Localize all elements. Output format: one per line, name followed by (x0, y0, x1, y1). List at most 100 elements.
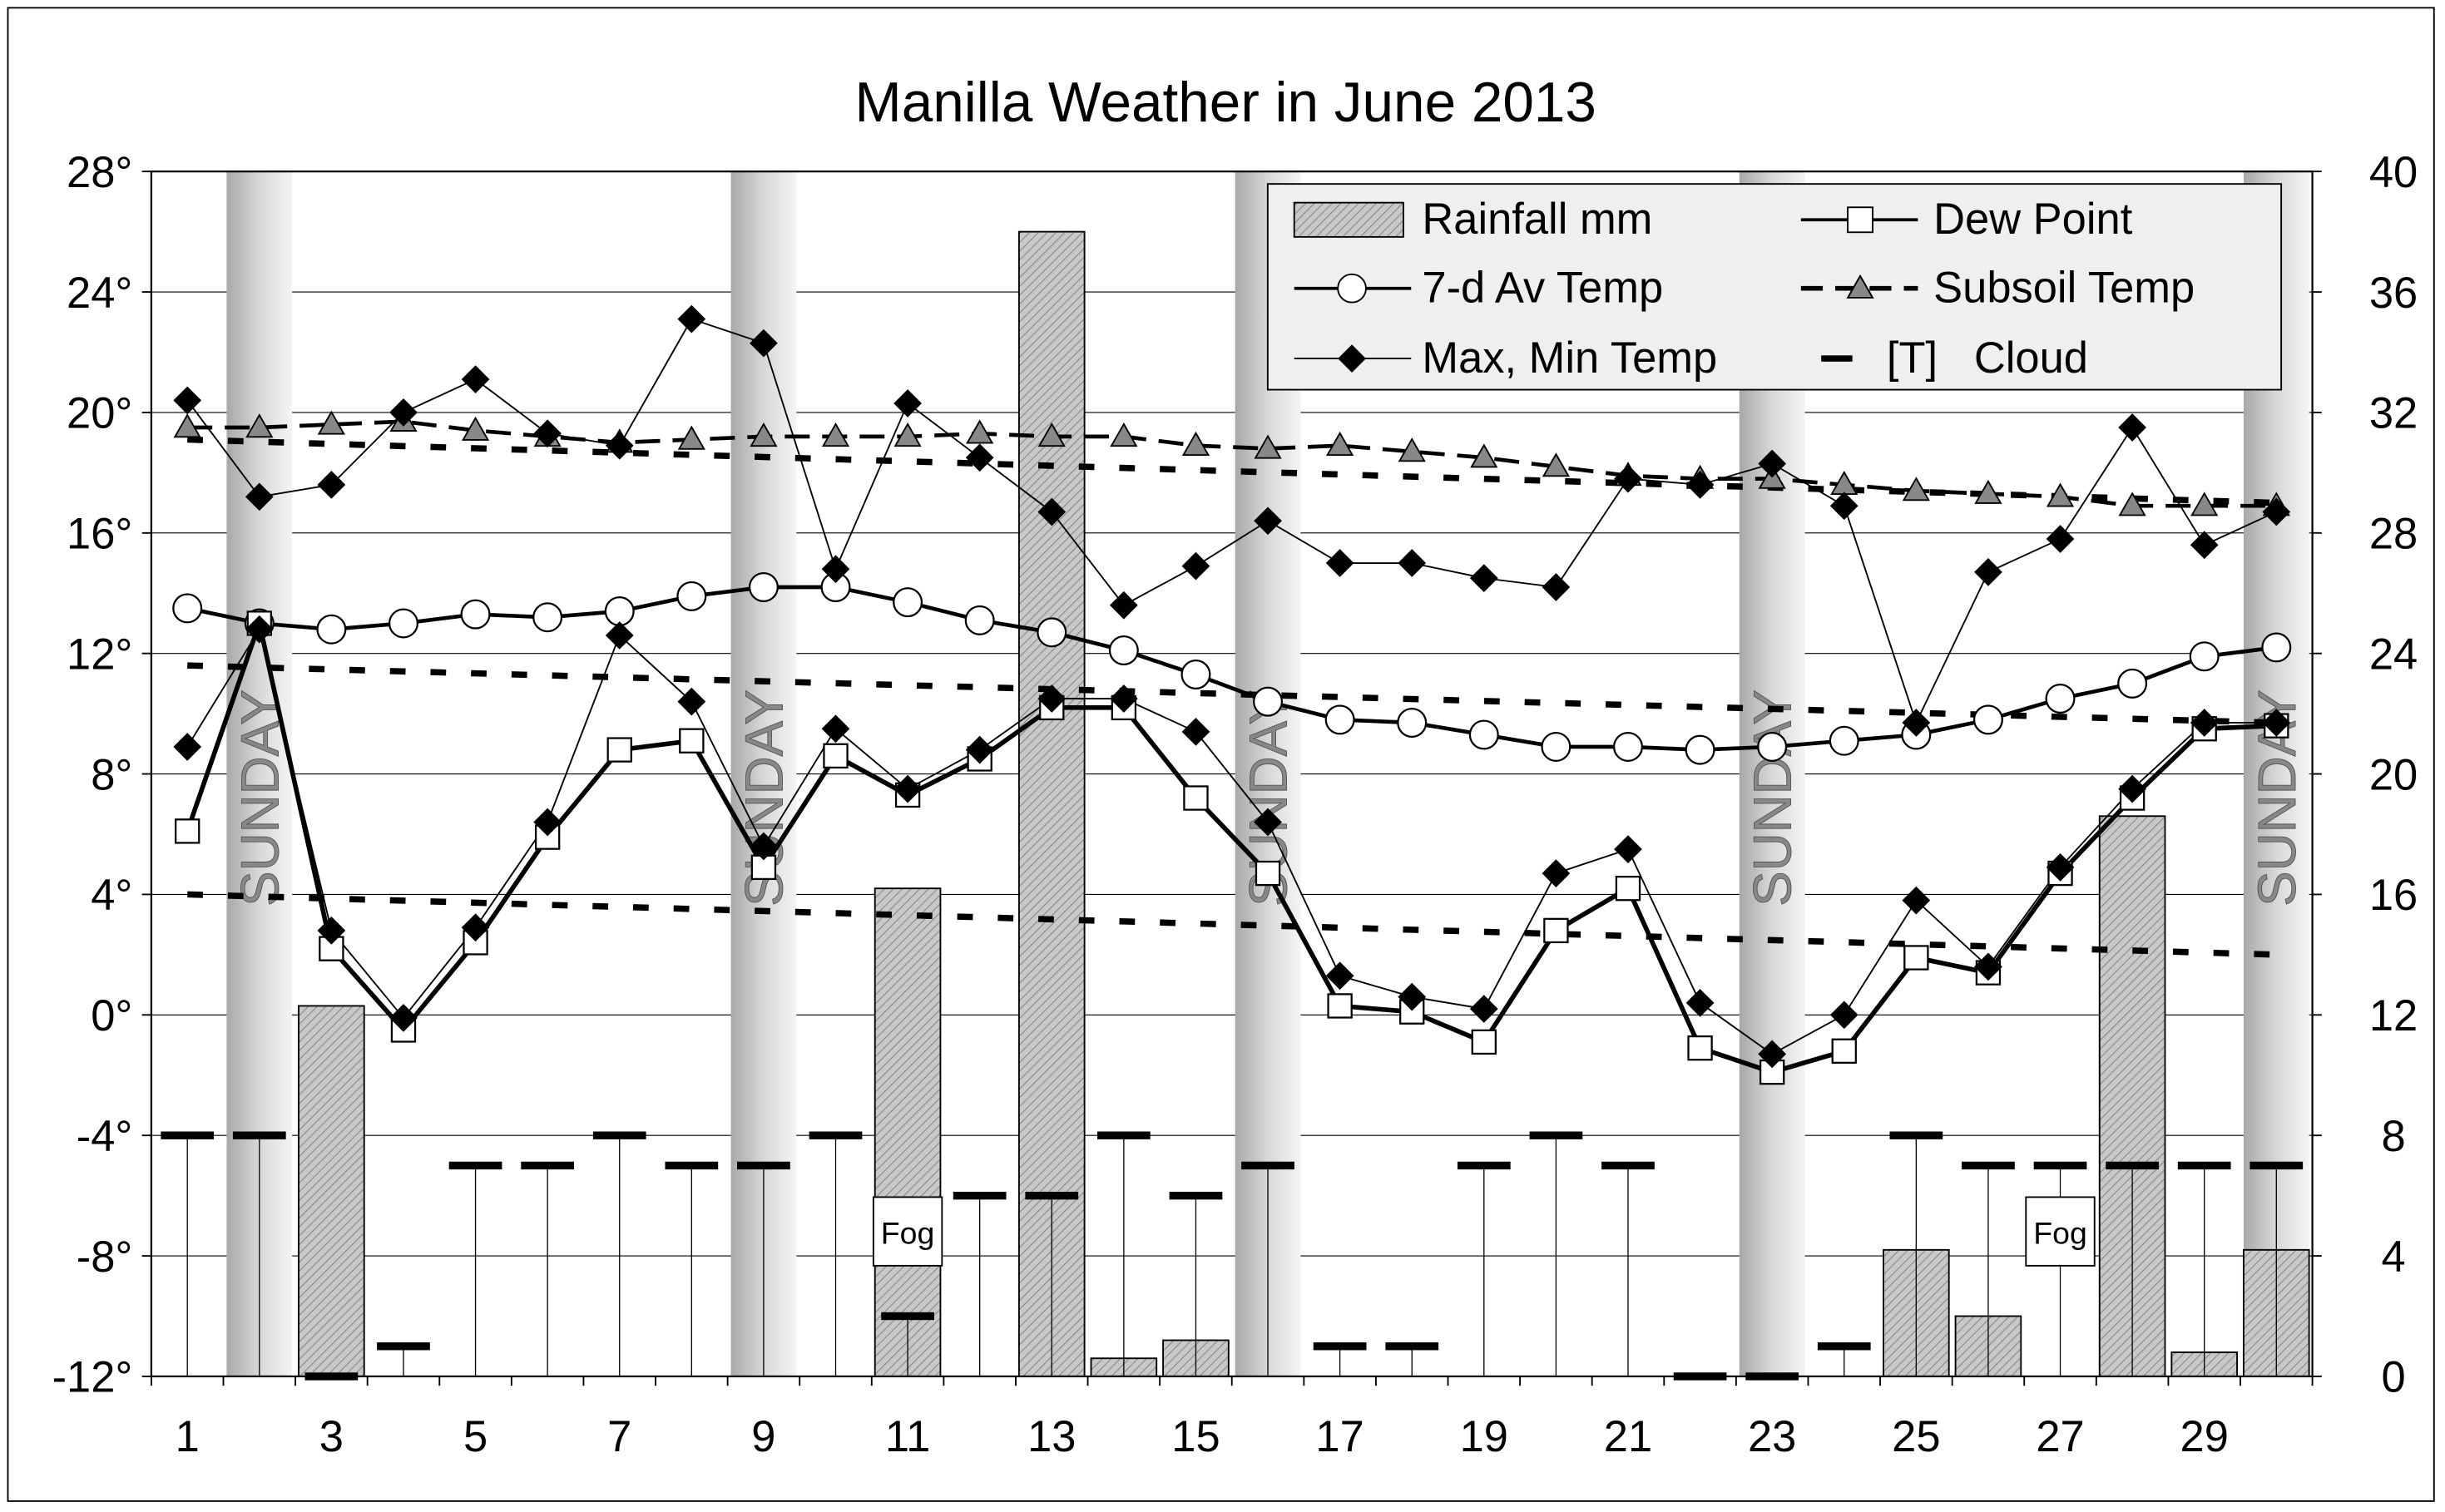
cloud-marker (377, 1342, 430, 1351)
max-temp-point (245, 482, 274, 511)
min-temp-point (317, 917, 346, 945)
y-right-tick-label: 24 (2369, 630, 2418, 679)
max-temp-point (1614, 464, 1642, 493)
sunday-label: SUNDAY (1743, 689, 1803, 907)
cloud-marker (1385, 1342, 1439, 1351)
avg7-point (532, 602, 563, 633)
dewpoint-point (1399, 999, 1425, 1025)
x-tick-label: 5 (463, 1413, 488, 1461)
min-temp-point (1542, 859, 1571, 887)
cloud-marker (1169, 1191, 1223, 1200)
min-temp-point (677, 687, 706, 716)
cloud-marker (1529, 1131, 1583, 1139)
cloud-marker (2033, 1161, 2087, 1170)
max-temp-point (1254, 506, 1282, 536)
cloud-marker (2249, 1161, 2304, 1170)
legend-rainfall-swatch (1293, 201, 1404, 238)
subsoil-point (677, 425, 705, 450)
x-tick-label: 29 (2180, 1413, 2229, 1461)
y-right-tick-label: 12 (2369, 992, 2418, 1040)
x-tick-label: 17 (1315, 1413, 1364, 1461)
y-right-tick-label: 8 (2381, 1113, 2405, 1161)
x-tick-label: 11 (885, 1413, 930, 1461)
min-temp-point (1254, 808, 1282, 837)
cloud-marker (592, 1131, 646, 1139)
subsoil-point (2190, 492, 2219, 516)
x-tick-label: 23 (1748, 1413, 1796, 1461)
min-temp-point (2190, 709, 2219, 737)
cloud-marker (1025, 1191, 1079, 1200)
legend-7d-avg: 7-d Av Temp (1422, 264, 1663, 313)
subsoil-point (317, 410, 345, 435)
y-left-tick-label: 0° (91, 992, 132, 1040)
fog-label: Fog (881, 1216, 935, 1251)
dewpoint-point (1903, 945, 1929, 971)
dewpoint-point (679, 728, 705, 754)
y-left-tick-label: 24° (67, 269, 132, 318)
cloud-marker (737, 1161, 790, 1170)
legend-max-min: Max, Min Temp (1422, 334, 1717, 383)
y-left-tick-label: -4° (77, 1113, 133, 1161)
avg7-point (172, 593, 203, 624)
avg7-point (1037, 617, 1067, 648)
max-temp-point (821, 555, 850, 584)
max-temp-point (1542, 573, 1571, 601)
max-temp-point (1829, 492, 1858, 521)
x-tick-label: 13 (1027, 1413, 1076, 1461)
y-right-tick-label: 20 (2369, 751, 2418, 799)
x-tick-label: 9 (751, 1413, 775, 1461)
dewpoint-point (1327, 993, 1353, 1019)
y-right-tick-label: 16 (2369, 872, 2418, 920)
rainfall-bar (1017, 230, 1086, 1377)
y-right-tick-label: 32 (2369, 390, 2418, 438)
subsoil-point (1902, 477, 1930, 502)
avg7-point (1324, 704, 1355, 735)
cloud-marker (809, 1131, 863, 1139)
legend-cloud-marker (1821, 355, 1853, 362)
avg7-point (388, 608, 418, 639)
avg7-point (2189, 641, 2220, 672)
cloud-marker (448, 1161, 502, 1170)
avg7-point (893, 587, 923, 618)
legend-avg-marker (1337, 273, 1367, 304)
subsoil-point (750, 422, 778, 447)
avg7-point (604, 595, 635, 626)
cloud-marker (1313, 1342, 1367, 1351)
max-temp-point (533, 419, 562, 448)
cloud-marker (521, 1161, 575, 1170)
avg7-point (2117, 668, 2148, 699)
y-left-tick-label: 16° (67, 511, 132, 559)
fog-box (2025, 1196, 2096, 1267)
subsoil-point (1326, 431, 1354, 456)
subsoil-point (1398, 437, 1426, 462)
subsoil-point (1110, 422, 1138, 447)
cloud-marker (1889, 1131, 1943, 1139)
subsoil-point (821, 422, 850, 447)
avg7-point (1829, 725, 1859, 756)
dewpoint-point (606, 737, 632, 763)
max-temp-point (1902, 709, 1931, 737)
subsoil-point (893, 422, 922, 447)
max-temp-point (173, 386, 202, 415)
dewpoint-point (1543, 917, 1569, 944)
subsoil-point (2118, 492, 2146, 516)
fog-label: Fog (2033, 1216, 2087, 1251)
y-right-tick-label: 4 (2381, 1233, 2405, 1282)
max-temp-point (1181, 551, 1210, 581)
legend-dewpoint-marker (1847, 206, 1873, 234)
legend-cloud: [T] Cloud (1887, 334, 2088, 383)
avg7-point (1180, 660, 1211, 690)
cloud-marker (2106, 1161, 2159, 1170)
max-temp-point (1974, 558, 2002, 586)
x-tick-label: 21 (1604, 1413, 1652, 1461)
max-temp-point (605, 431, 634, 460)
max-temp-point (750, 329, 778, 358)
max-temp-point (1685, 470, 1715, 499)
chart-title: Manilla Weather in June 2013 (855, 72, 1596, 134)
subsoil-point (1181, 431, 1210, 456)
avg7-point (964, 605, 995, 635)
subsoil-point (2046, 482, 2075, 507)
subsoil-point (245, 413, 274, 438)
y-left-tick-label: 12° (67, 630, 132, 679)
